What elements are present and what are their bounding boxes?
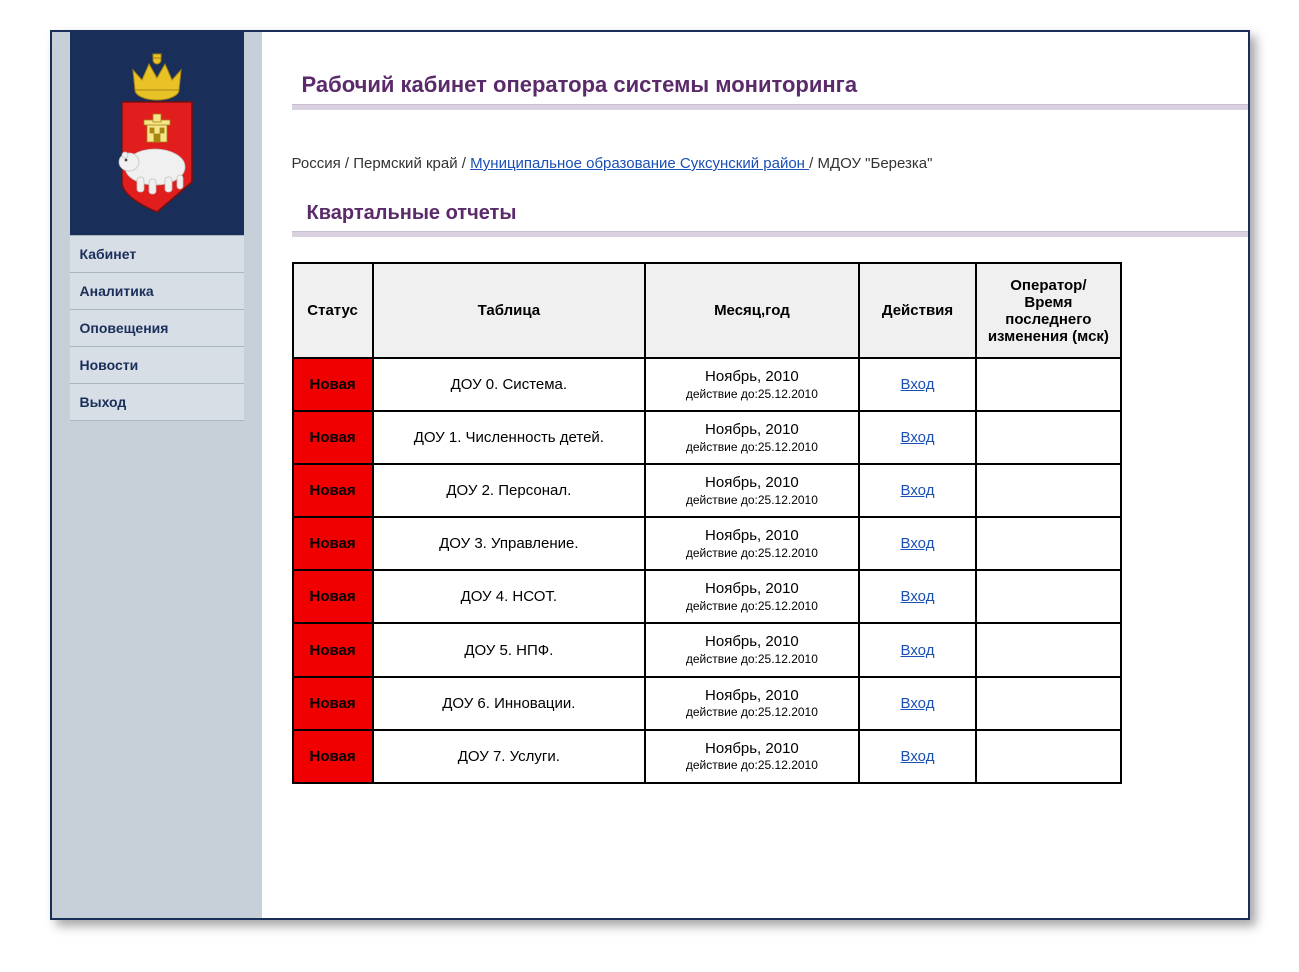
month-cell: Ноябрь, 2010действие до:25.12.2010 [645,623,859,676]
name-cell: ДОУ 5. НПФ. [373,623,645,676]
col-action: Действия [859,263,977,358]
sidebar-item-analytics[interactable]: Аналитика [70,273,244,310]
table-row: НоваяДОУ 2. Персонал.Ноябрь, 2010действи… [293,464,1121,517]
status-cell: Новая [293,730,373,783]
name-cell: ДОУ 0. Система. [373,358,645,411]
table-row: НоваяДОУ 6. Инновации.Ноябрь, 2010действ… [293,677,1121,730]
title-underline [292,104,1248,110]
enter-link[interactable]: Вход [901,535,935,552]
name-cell: ДОУ 4. НСОТ. [373,570,645,623]
name-cell: ДОУ 1. Численность детей. [373,411,645,464]
action-cell: Вход [859,517,977,570]
action-cell: Вход [859,677,977,730]
action-cell: Вход [859,730,977,783]
enter-link[interactable]: Вход [901,695,935,712]
sidebar-item-cabinet[interactable]: Кабинет [70,236,244,273]
operator-cell [976,570,1120,623]
table-row: НоваяДОУ 5. НПФ.Ноябрь, 2010действие до:… [293,623,1121,676]
breadcrumb: Россия / Пермский край / Муниципальное о… [292,155,1248,172]
action-cell: Вход [859,623,977,676]
operator-cell [976,677,1120,730]
status-cell: Новая [293,677,373,730]
col-month: Месяц,год [645,263,859,358]
status-cell: Новая [293,570,373,623]
month-cell: Ноябрь, 2010действие до:25.12.2010 [645,464,859,517]
operator-cell [976,517,1120,570]
month-cell: Ноябрь, 2010действие до:25.12.2010 [645,358,859,411]
operator-cell [976,358,1120,411]
crest-icon [97,52,217,217]
operator-cell [976,411,1120,464]
name-cell: ДОУ 3. Управление. [373,517,645,570]
table-row: НоваяДОУ 3. Управление.Ноябрь, 2010дейст… [293,517,1121,570]
table-row: НоваяДОУ 4. НСОТ.Ноябрь, 2010действие до… [293,570,1121,623]
sidebar-menu: Кабинет Аналитика Оповещения Новости Вых… [70,235,244,421]
status-cell: Новая [293,464,373,517]
status-cell: Новая [293,411,373,464]
operator-cell [976,730,1120,783]
breadcrumb-part: Россия [292,155,341,172]
breadcrumb-part: МДОУ "Березка" [817,155,932,172]
page-title: Рабочий кабинет оператора системы монито… [302,72,1248,98]
name-cell: ДОУ 6. Инновации. [373,677,645,730]
section-title: Квартальные отчеты [307,202,1248,225]
month-cell: Ноябрь, 2010действие до:25.12.2010 [645,730,859,783]
breadcrumb-sep: / [341,155,354,172]
name-cell: ДОУ 2. Персонал. [373,464,645,517]
reports-table: Статус Таблица Месяц,год Действия Операт… [292,262,1122,784]
enter-link[interactable]: Вход [901,748,935,765]
crest-logo [70,32,244,235]
action-cell: Вход [859,570,977,623]
action-cell: Вход [859,358,977,411]
col-status: Статус [293,263,373,358]
month-cell: Ноябрь, 2010действие до:25.12.2010 [645,570,859,623]
month-cell: Ноябрь, 2010действие до:25.12.2010 [645,517,859,570]
col-table: Таблица [373,263,645,358]
breadcrumb-link[interactable]: Муниципальное образование Суксунский рай… [470,155,809,172]
month-cell: Ноябрь, 2010действие до:25.12.2010 [645,677,859,730]
main-content: Рабочий кабинет оператора системы монито… [262,32,1248,918]
app-frame: Кабинет Аналитика Оповещения Новости Вых… [50,30,1250,920]
col-operator: Оператор/ Время последнего изменения (мс… [976,263,1120,358]
status-cell: Новая [293,358,373,411]
sidebar-item-logout[interactable]: Выход [70,384,244,421]
enter-link[interactable]: Вход [901,429,935,446]
action-cell: Вход [859,411,977,464]
table-row: НоваяДОУ 7. Услуги.Ноябрь, 2010действие … [293,730,1121,783]
breadcrumb-sep: / [458,155,471,172]
breadcrumb-part: Пермский край [353,155,457,172]
subtitle-underline [292,231,1248,237]
operator-cell [976,464,1120,517]
status-cell: Новая [293,623,373,676]
table-header-row: Статус Таблица Месяц,год Действия Операт… [293,263,1121,358]
table-row: НоваяДОУ 1. Численность детей.Ноябрь, 20… [293,411,1121,464]
sidebar: Кабинет Аналитика Оповещения Новости Вых… [52,32,262,918]
action-cell: Вход [859,464,977,517]
sidebar-item-notifications[interactable]: Оповещения [70,310,244,347]
enter-link[interactable]: Вход [901,482,935,499]
status-cell: Новая [293,517,373,570]
enter-link[interactable]: Вход [901,642,935,659]
enter-link[interactable]: Вход [901,376,935,393]
operator-cell [976,623,1120,676]
enter-link[interactable]: Вход [901,588,935,605]
table-row: НоваяДОУ 0. Система.Ноябрь, 2010действие… [293,358,1121,411]
month-cell: Ноябрь, 2010действие до:25.12.2010 [645,411,859,464]
name-cell: ДОУ 7. Услуги. [373,730,645,783]
sidebar-item-news[interactable]: Новости [70,347,244,384]
